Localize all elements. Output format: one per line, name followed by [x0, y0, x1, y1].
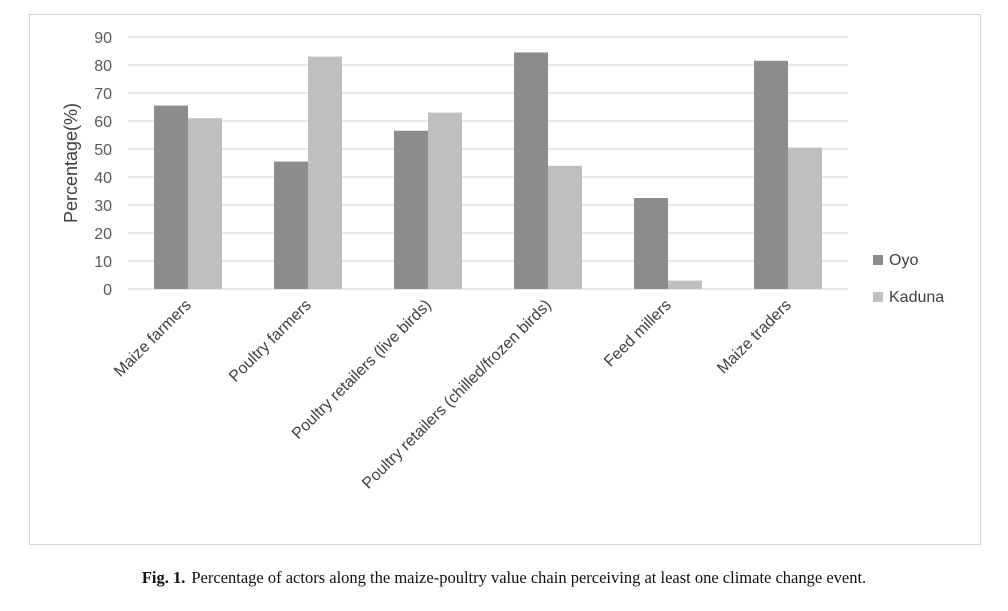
bar-kaduna-3 — [548, 165, 582, 289]
x-category-label: Maize farmers — [111, 297, 195, 381]
bar-oyo-2 — [394, 130, 428, 289]
legend-label-kaduna: Kaduna — [889, 289, 944, 306]
x-category-label: Feed millers — [601, 297, 675, 371]
legend-swatch-kaduna — [873, 292, 883, 302]
figure-caption: Fig. 1. Percentage of actors along the ma… — [0, 568, 1008, 588]
y-tick-label: 80 — [94, 58, 112, 75]
caption-label: Fig. 1. — [141, 568, 186, 587]
bars — [154, 52, 822, 290]
bar-oyo-4 — [634, 198, 668, 289]
y-tick-label: 90 — [94, 30, 112, 47]
y-axis-ticks: 0 10 20 30 40 50 60 70 80 90 — [94, 30, 112, 299]
y-tick-label: 10 — [94, 254, 112, 271]
legend-swatch-oyo — [873, 255, 883, 265]
bar-kaduna-2 — [428, 112, 462, 289]
x-category-label: Maize traders — [714, 297, 795, 378]
y-tick-label: 60 — [94, 114, 112, 131]
bar-oyo-3 — [514, 52, 548, 290]
x-category-label: Poultry retailers (chilled/frozen birds) — [359, 297, 555, 493]
bar-kaduna-1 — [308, 56, 342, 289]
caption-text: Percentage of actors along the maize-pou… — [191, 568, 867, 587]
legend-label-oyo: Oyo — [889, 252, 918, 269]
y-tick-label: 0 — [103, 282, 112, 299]
bar-oyo-5 — [754, 60, 788, 289]
y-tick-label: 40 — [94, 170, 112, 187]
bar-kaduna-0 — [188, 118, 222, 289]
y-tick-label: 30 — [94, 198, 112, 215]
bar-kaduna-4 — [668, 280, 702, 289]
gridlines — [128, 36, 848, 290]
y-tick-label: 50 — [94, 142, 112, 159]
legend: Oyo Kaduna — [873, 252, 944, 306]
bar-kaduna-5 — [788, 147, 822, 289]
x-category-label: Poultry farmers — [226, 297, 315, 386]
x-category-label: Poultry retailers (live birds) — [289, 297, 435, 443]
y-axis-title: Percentage(%) — [61, 103, 81, 223]
bar-oyo-0 — [154, 105, 188, 289]
y-tick-label: 70 — [94, 86, 112, 103]
bar-oyo-1 — [274, 161, 308, 289]
y-tick-label: 20 — [94, 226, 112, 243]
